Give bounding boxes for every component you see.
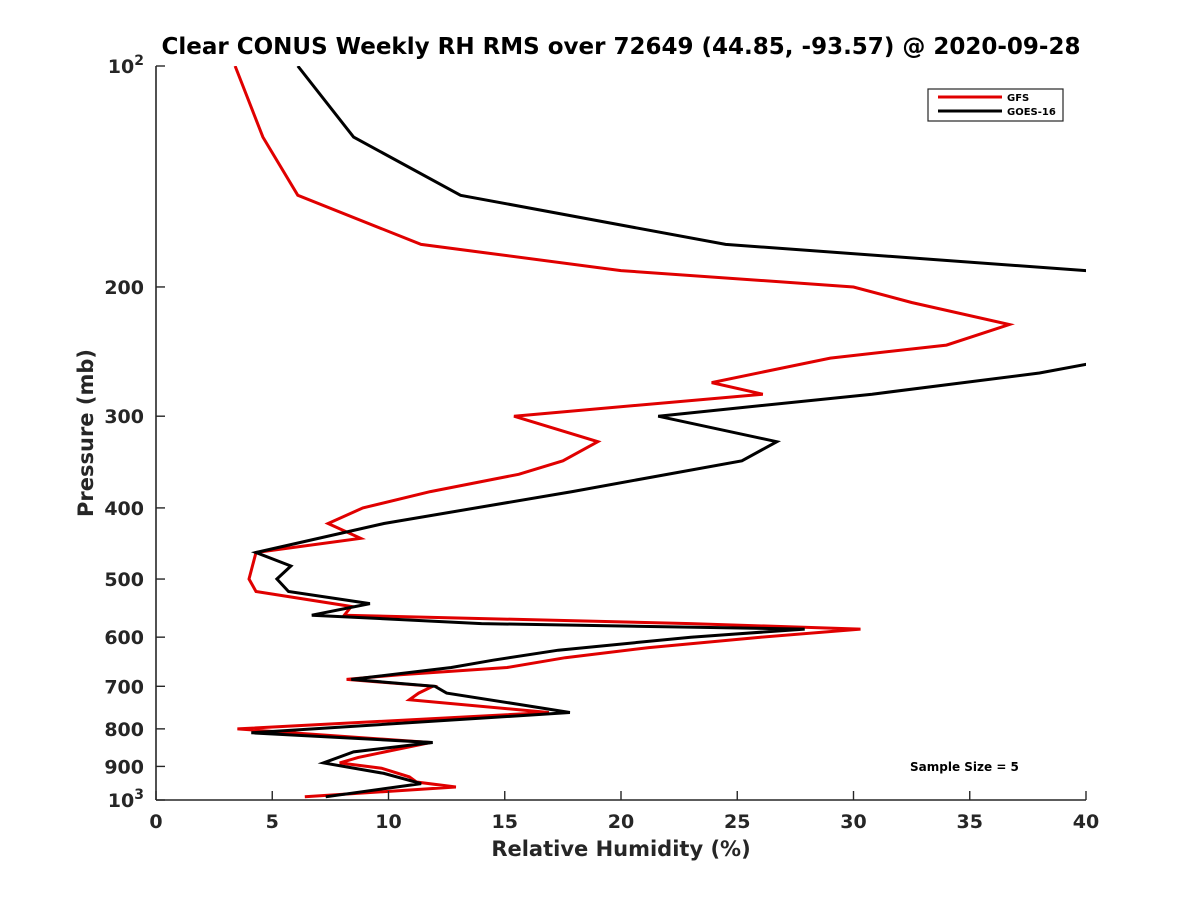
x-tick-label: 0 (149, 811, 162, 833)
y-tick-label: 900 (104, 756, 144, 778)
series-layer (233, 66, 1086, 799)
x-tick-label: 15 (492, 811, 518, 833)
sample-size-annotation: Sample Size = 5 (910, 760, 1019, 774)
x-tick-label: 10 (375, 811, 401, 833)
y-tick-exponent: 3 (134, 787, 144, 803)
y-tick-label: 102 (108, 53, 144, 78)
y-tick-label: 800 (104, 719, 144, 741)
y-axis-label: Pressure (mb) (74, 349, 98, 517)
y-tick-base: 10 (108, 56, 134, 78)
x-tick-label: 5 (266, 811, 279, 833)
axes-background (156, 66, 1086, 800)
y-tick-base: 10 (108, 790, 134, 812)
series-line-goes-16 (250, 66, 1086, 799)
x-tick-label: 20 (608, 811, 634, 833)
y-tick-label: 400 (104, 498, 144, 520)
legend: GFS GOES-16 (927, 88, 1064, 122)
y-tick-label: 700 (104, 676, 144, 698)
y-tick-label: 103 (108, 787, 144, 812)
chart-title: Clear CONUS Weekly RH RMS over 72649 (44… (162, 34, 1081, 60)
y-tick-label: 600 (104, 627, 144, 649)
series-line-gfs (233, 66, 1015, 799)
legend-entries: GFS GOES-16 (938, 93, 1056, 118)
legend-box (927, 88, 1064, 122)
y-tick-label: 200 (104, 277, 144, 299)
x-tick-label: 35 (957, 811, 983, 833)
y-tick-label: 500 (104, 569, 144, 591)
legend-label: GOES-16 (1007, 107, 1056, 118)
x-tick-label: 25 (724, 811, 750, 833)
x-tick-label: 40 (1073, 811, 1099, 833)
y-tick-label: 300 (104, 406, 144, 428)
plot-area: 0 5 10 15 20 25 30 35 40 10220030040050060070080… (104, 53, 1099, 833)
y-tick-exponent: 2 (134, 53, 144, 69)
x-axis-label: Relative Humidity (%) (491, 837, 750, 861)
x-ticks: 0 5 10 15 20 25 30 35 40 (149, 791, 1099, 833)
x-tick-label: 30 (840, 811, 866, 833)
legend-label: GFS (1007, 93, 1029, 104)
